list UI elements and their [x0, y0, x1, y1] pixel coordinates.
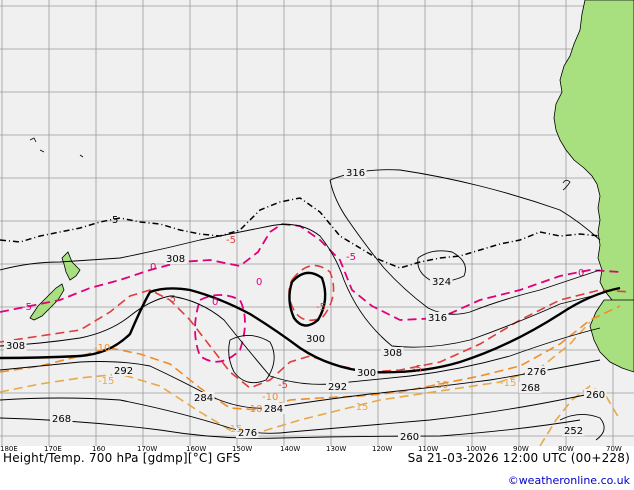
temperature-contour-label: -5 [166, 294, 176, 305]
longitude-label: 130W [326, 445, 346, 453]
isotherm-minus5-loop [288, 264, 335, 322]
height-contour-label: 276 [527, 367, 546, 378]
height-label-background [304, 333, 327, 344]
isotherm-minus5 [0, 289, 631, 389]
height-contours [0, 169, 605, 441]
temperature-contour-label: 0 [150, 262, 156, 273]
height-label-background [355, 367, 378, 378]
temperature-contour-label: -15 [226, 424, 242, 435]
height-contour-label: 284 [194, 393, 213, 404]
height-label-background [426, 312, 449, 323]
temperature-contour-label: -5 [226, 235, 236, 246]
longitude-label: 110W [418, 445, 438, 453]
height-label-background [326, 381, 349, 392]
height-label-background [192, 392, 215, 403]
height-contour-label: 276 [238, 428, 257, 439]
longitude-label: 90W [513, 445, 529, 453]
temperature-contour-label: -15 [500, 378, 516, 389]
height-label-background [164, 253, 187, 264]
temperature-contour-labels: -55-5-5000-5-5-10-10-15-10-15-10-15-150-… [22, 215, 584, 435]
height-label-background [236, 427, 259, 438]
height-contour-label: 268 [521, 383, 540, 394]
height-contour-label: 308 [383, 348, 402, 359]
height-label-background [112, 365, 135, 376]
longitude-label: 70W [606, 445, 622, 453]
height-contour-label: 316 [428, 313, 447, 324]
height-label-background [525, 366, 548, 377]
temperature-contour-label: -5 [316, 302, 326, 313]
temperature-contour-label: -15 [98, 376, 114, 387]
isotherm-minus15 [0, 321, 591, 433]
height-contour-300-closed [288, 271, 327, 327]
longitude-label: 80W [558, 445, 574, 453]
longitude-label: 180E [0, 445, 18, 453]
credit-link[interactable]: ©weatheronline.co.uk [507, 474, 630, 487]
longitude-label: 120W [372, 445, 392, 453]
height-contour-label: 316 [346, 168, 365, 179]
height-label-background [381, 347, 404, 358]
temperature-contour-label: -10 [246, 404, 262, 415]
height-contour-label: 300 [306, 334, 325, 345]
height-contour-labels: 316 308 300 292 284 276 268 260 252 308 324 316 308 3… [4, 167, 607, 443]
isotherm-0-loop [194, 294, 246, 363]
longitude-label: 170W [137, 445, 157, 453]
longitude-label: 170E [44, 445, 62, 453]
longitude-label: 160 [92, 445, 105, 453]
height-contour-label: 284 [264, 404, 283, 415]
height-label-background [430, 276, 453, 287]
height-contour-label: 252 [564, 426, 583, 437]
temperature-contour-label: 0 [212, 297, 218, 308]
temperature-contour-label: -5 [278, 380, 288, 391]
temperature-contour-label: -10 [262, 392, 278, 403]
height-contour-label: 268 [52, 414, 71, 425]
height-label-background [262, 403, 285, 414]
title-band [0, 446, 634, 490]
temperature-contour-label: 0 [256, 277, 262, 288]
temperature-contour-label: -10 [432, 380, 448, 391]
new-zealand-north-land [61, 251, 81, 281]
height-contour-label: 292 [114, 366, 133, 377]
isotherm-5 [0, 197, 601, 269]
longitude-label: 100W [466, 445, 486, 453]
temperature-contour-label: 5 [112, 215, 118, 226]
height-contour-label: 324 [432, 277, 451, 288]
isotherm-0 [0, 223, 621, 321]
longitude-labels: 180E 170E 160 170W 160W 150W 140W 130W 120W 110W 1… [0, 445, 622, 453]
height-contour-label: 308 [6, 341, 25, 352]
longitude-label: 150W [232, 445, 252, 453]
isotherm-minus15-south [539, 385, 621, 447]
height-label-background [584, 389, 607, 400]
height-contour-label: 300 [357, 368, 376, 379]
height-label-background [398, 431, 421, 442]
temperature-contour-label: -5 [346, 252, 356, 263]
temperature-contour-label: -5 [22, 302, 32, 313]
height-contour-300-bold [0, 286, 621, 374]
temperature-contour-label: -15 [352, 402, 368, 413]
map-background [0, 0, 634, 446]
valid-time: Sa 21-03-2026 12:00 UTC (00+228) [407, 451, 630, 465]
temperature-contour-label: -10 [94, 343, 110, 354]
height-contour-label: 260 [586, 390, 605, 401]
height-label-background [50, 413, 73, 424]
longitude-label: 140W [280, 445, 300, 453]
temperature-contour-label: -5 [412, 364, 422, 375]
height-contour-label: 260 [400, 432, 419, 443]
chart-title: Height/Temp. 700 hPa [gdmp][°C] GFS [3, 451, 241, 465]
height-label-background [344, 167, 367, 178]
height-label-background [562, 425, 585, 436]
temperature-contour-label: 0 [578, 268, 584, 279]
height-contour-label: 308 [166, 254, 185, 265]
islands [29, 137, 571, 191]
height-contour-label: 292 [328, 382, 347, 393]
height-label-background [4, 340, 27, 351]
longitude-label: 160W [186, 445, 206, 453]
height-label-background [519, 382, 542, 393]
